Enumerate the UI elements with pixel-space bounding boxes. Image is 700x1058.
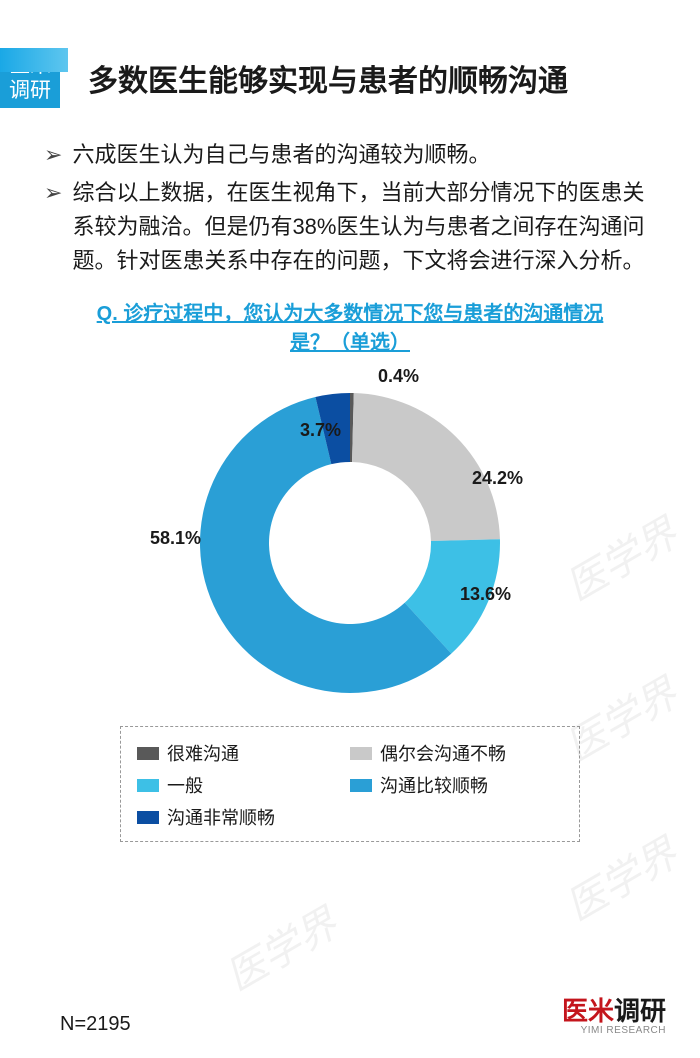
bullet-text: 综合以上数据，在医生视角下，当前大部分情况下的医患关系较为融洽。但是仍有38%医…: [72, 176, 660, 278]
brand-logo: 医米调研 YIMI RESEARCH: [562, 998, 666, 1036]
watermark: 医学界: [214, 892, 347, 1002]
legend-swatch: [137, 779, 159, 792]
sample-size: N=2195: [60, 1013, 131, 1036]
legend-label: 偶尔会沟通不畅: [380, 740, 506, 766]
bullet-text: 六成医生认为自己与患者的沟通较为顺畅。: [72, 138, 490, 172]
bullet-marker-icon: ➢: [44, 176, 62, 278]
footer: N=2195 医米调研 YIMI RESEARCH: [0, 998, 700, 1036]
legend-label: 沟通比较顺畅: [380, 772, 488, 798]
legend-swatch: [350, 779, 372, 792]
bullet-item: ➢ 综合以上数据，在医生视角下，当前大部分情况下的医患关系较为融洽。但是仍有38…: [44, 176, 660, 278]
legend-item-average: 一般: [137, 769, 350, 801]
slice-label-smooth: 58.1%: [150, 528, 201, 549]
badge-line2: 调研: [9, 78, 51, 103]
chart-legend: 很难沟通 偶尔会沟通不畅一般 沟通比较顺畅沟通非常顺畅: [120, 726, 580, 842]
survey-question: Q. 诊疗过程中，您认为大多数情况下您与患者的沟通情况是？（单选）: [80, 300, 620, 358]
bullet-item: ➢ 六成医生认为自己与患者的沟通较为顺畅。: [44, 138, 660, 172]
donut-chart: 0.4% 24.2% 13.6% 58.1% 3.7%: [140, 368, 560, 708]
brand-sub: YIMI RESEARCH: [562, 1026, 666, 1036]
legend-label: 很难沟通: [167, 740, 239, 766]
legend-item-very_hard: 很难沟通: [137, 737, 350, 769]
bullet-list: ➢ 六成医生认为自己与患者的沟通较为顺畅。 ➢ 综合以上数据，在医生视角下，当前…: [44, 138, 660, 278]
legend-swatch: [137, 747, 159, 760]
page-title: 多数医生能够实现与患者的顺畅沟通: [88, 56, 568, 100]
watermark: 医学界: [554, 502, 687, 612]
legend-label: 沟通非常顺畅: [167, 804, 275, 830]
legend-label: 一般: [167, 772, 203, 798]
legend-row: 一般 沟通比较顺畅: [137, 769, 563, 801]
legend-swatch: [137, 811, 159, 824]
legend-item-occasional: 偶尔会沟通不畅: [350, 737, 563, 769]
legend-row: 沟通非常顺畅: [137, 801, 563, 833]
brand-rest: 调研: [614, 996, 666, 1026]
legend-item-very_smooth: 沟通非常顺畅: [137, 801, 350, 833]
brand-main: 医米调研: [562, 998, 666, 1024]
slice-label-very_hard: 0.4%: [378, 366, 419, 387]
legend-item-smooth: 沟通比较顺畅: [350, 769, 563, 801]
donut-svg: [140, 368, 560, 708]
bullet-marker-icon: ➢: [44, 138, 62, 172]
slice-label-occasional: 24.2%: [472, 468, 523, 489]
legend-swatch: [350, 747, 372, 760]
legend-row: 很难沟通 偶尔会沟通不畅: [137, 737, 563, 769]
brand-red: 医米: [562, 996, 614, 1026]
slice-label-average: 13.6%: [460, 584, 511, 605]
slice-label-very_smooth: 3.7%: [300, 420, 341, 441]
donut-slice-occasional: [352, 393, 500, 541]
top-accent-bar: [0, 48, 68, 72]
header: 医米 调研 多数医生能够实现与患者的顺畅沟通: [0, 48, 700, 108]
